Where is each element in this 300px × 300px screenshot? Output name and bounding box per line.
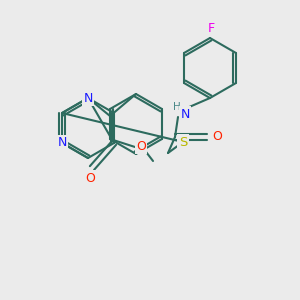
- Text: N: N: [180, 107, 190, 121]
- Text: S: S: [179, 136, 187, 148]
- Text: O: O: [136, 140, 146, 152]
- Text: O: O: [212, 130, 222, 143]
- Text: H: H: [173, 102, 181, 112]
- Text: F: F: [207, 22, 214, 34]
- Text: N: N: [83, 92, 93, 104]
- Text: O: O: [85, 172, 95, 184]
- Text: N: N: [57, 136, 67, 149]
